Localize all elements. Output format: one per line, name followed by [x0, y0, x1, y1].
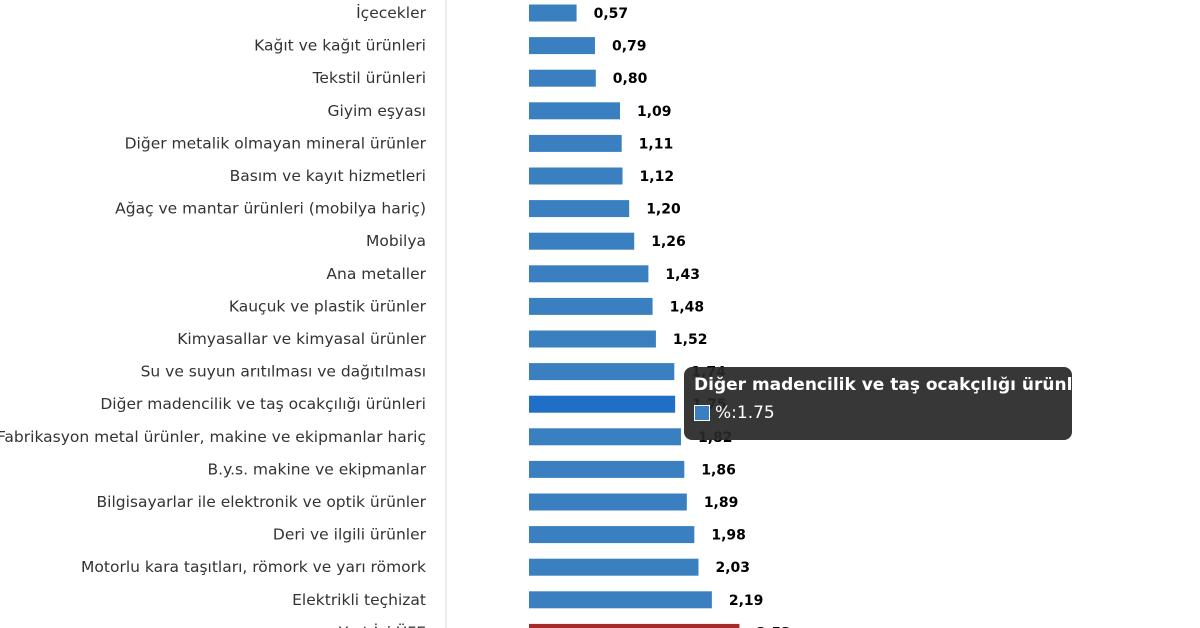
- bar[interactable]: [529, 460, 685, 478]
- category-label: Mobilya: [366, 232, 426, 250]
- bar[interactable]: [529, 200, 630, 218]
- category-label: İçecekler: [356, 3, 427, 22]
- data-label: 2,03: [716, 560, 751, 576]
- tooltip-title: Diğer madencilik ve taş ocakçılığı ürünl…: [694, 375, 1099, 395]
- category-label: B.y.s. makine ve ekipmanlar: [208, 460, 427, 478]
- data-label: 2,52: [756, 625, 791, 628]
- category-label: Fabrikasyon metal ürünler, makine ve eki…: [0, 428, 426, 446]
- data-label: 0,57: [594, 6, 629, 22]
- tooltip-value-row: %: 1.75: [694, 403, 1062, 423]
- data-label: 1,12: [640, 169, 675, 185]
- data-label: 1,89: [704, 495, 739, 511]
- category-label: Giyim eşyası: [328, 102, 427, 120]
- bar[interactable]: [529, 395, 676, 413]
- category-label: Deri ve ilgili ürünler: [273, 526, 427, 544]
- data-label: 2,19: [729, 593, 764, 609]
- category-label: Yurt İçi ÜFE: [338, 622, 426, 628]
- category-label: Diğer madencilik ve taş ocakçılığı ürünl…: [100, 395, 426, 413]
- data-label: 1,43: [665, 267, 700, 283]
- category-label: Kauçuk ve plastik ürünler: [229, 297, 427, 315]
- category-label: Su ve suyun arıtılması ve dağıtılması: [141, 363, 426, 381]
- bar[interactable]: [529, 363, 675, 381]
- bar[interactable]: [529, 69, 596, 87]
- tooltip-series-swatch: [694, 405, 710, 421]
- data-label: 1,11: [639, 136, 674, 152]
- data-label: 1,26: [651, 234, 686, 250]
- tooltip-series-label: %: [715, 403, 732, 423]
- category-label: Diğer metalik olmayan mineral ürünler: [125, 134, 427, 152]
- category-label: Ağaç ve mantar ürünleri (mobilya hariç): [115, 200, 426, 218]
- bar[interactable]: [529, 265, 649, 283]
- bar[interactable]: [529, 493, 687, 511]
- bar[interactable]: [529, 37, 595, 55]
- data-label: 1,52: [673, 332, 708, 348]
- data-label: 1,20: [646, 202, 681, 218]
- category-label: Bilgisayarlar ile elektronik ve optik ür…: [97, 493, 427, 511]
- bar[interactable]: [529, 102, 621, 120]
- bar[interactable]: [529, 591, 712, 609]
- bar[interactable]: [529, 297, 653, 315]
- tooltip-separator: :: [731, 403, 737, 423]
- bar[interactable]: [529, 428, 681, 446]
- data-label: 1,09: [637, 104, 672, 120]
- category-label: Elektrikli teçhizat: [292, 591, 426, 609]
- bar[interactable]: [529, 4, 577, 22]
- bar[interactable]: [529, 167, 623, 185]
- category-label: Motorlu kara taşıtları, römork ve yarı r…: [81, 558, 426, 576]
- chart-tooltip: Diğer madencilik ve taş ocakçılığı ürünl…: [684, 367, 1099, 440]
- category-label: Kimyasallar ve kimyasal ürünler: [177, 330, 426, 348]
- bar[interactable]: [529, 134, 622, 152]
- data-label: 0,79: [612, 39, 647, 55]
- category-label: Basım ve kayıt hizmetleri: [230, 167, 426, 185]
- bar[interactable]: [529, 558, 699, 576]
- bar[interactable]: [529, 232, 635, 250]
- bars-group: [529, 4, 740, 628]
- data-label: 1,86: [701, 462, 736, 478]
- bar[interactable]: [529, 526, 695, 544]
- data-label: 1,48: [670, 299, 705, 315]
- category-label: Kağıt ve kağıt ürünleri: [254, 37, 426, 55]
- total-bar[interactable]: [529, 623, 740, 628]
- category-label: Tekstil ürünleri: [312, 69, 426, 87]
- tooltip-value: 1.75: [736, 403, 775, 423]
- data-label: 0,80: [613, 71, 648, 87]
- bar[interactable]: [529, 330, 656, 348]
- category-label: Ana metaller: [326, 265, 426, 283]
- data-label: 1,98: [711, 528, 746, 544]
